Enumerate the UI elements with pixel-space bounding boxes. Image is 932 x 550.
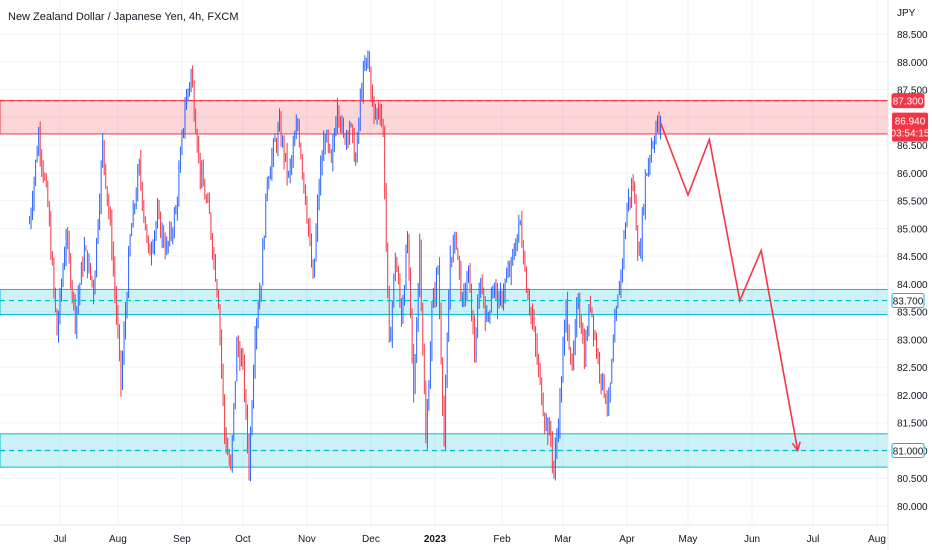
x-tick-label: Jun (744, 534, 760, 545)
x-tick-label: Aug (109, 534, 127, 545)
x-tick-label: Feb (493, 534, 511, 545)
y-tick-label: 84.500 (897, 252, 928, 263)
projection-arrowhead (791, 441, 801, 453)
price-axis-unit: JPY (897, 8, 916, 19)
projection-line (659, 122, 799, 451)
x-tick-label: Sep (173, 534, 191, 545)
y-tick-label: 82.000 (897, 391, 928, 402)
y-tick-label: 86.500 (897, 141, 928, 152)
y-tick-label: 83.500 (897, 308, 928, 319)
x-tick-label: Aug (868, 534, 886, 545)
y-tick-label: 86.000 (897, 169, 928, 180)
x-tick-label: Apr (619, 534, 635, 545)
x-tick-label: 2023 (424, 534, 447, 545)
x-tick-label: Nov (298, 534, 316, 545)
zone-1 (0, 288, 889, 315)
x-tick-label: Jul (54, 534, 67, 545)
level-tag-1 (891, 293, 925, 309)
x-tick-label: Mar (554, 534, 572, 545)
projection-path (659, 122, 801, 453)
zone-0 (0, 100, 889, 135)
level-tag-label: 83.700 (893, 297, 924, 308)
y-tick-label: 82.500 (897, 363, 928, 374)
y-tick-label: 88.000 (897, 58, 928, 69)
y-tick-label: 83.000 (897, 335, 928, 346)
y-tick-label: 85.000 (897, 224, 928, 235)
x-tick-label: Jul (807, 534, 820, 545)
last-price-label: 86.940 (895, 117, 926, 128)
zones (0, 100, 889, 468)
level-tag-label: 87.300 (893, 97, 924, 108)
y-tick-label: 80.500 (897, 474, 928, 485)
level-tag-2 (891, 442, 925, 458)
x-tick-label: Oct (235, 534, 251, 545)
last-price-tag (892, 112, 928, 142)
price-series (29, 50, 662, 482)
y-tick-label: 88.500 (897, 30, 928, 41)
x-tick-label: Dec (362, 534, 380, 545)
y-tick-label: 84.000 (897, 280, 928, 291)
y-tick-label: 87.500 (897, 86, 928, 97)
y-tick-label: 81.500 (897, 419, 928, 430)
y-tick-label: 80.000 (897, 502, 928, 513)
chart-title: New Zealand Dollar / Japanese Yen, 4h, F… (8, 11, 239, 23)
countdown-label: 03:54:15 (891, 129, 930, 140)
y-tick-label: 85.500 (897, 197, 928, 208)
x-tick-label: May (679, 534, 698, 545)
level-tag-label: 81.000 (893, 446, 924, 457)
level-tag-0 (891, 93, 925, 109)
time-axis[interactable]: Jul Aug Sep Oct Nov Dec 2023 Feb Mar Apr May Jun Jul… (54, 534, 886, 545)
